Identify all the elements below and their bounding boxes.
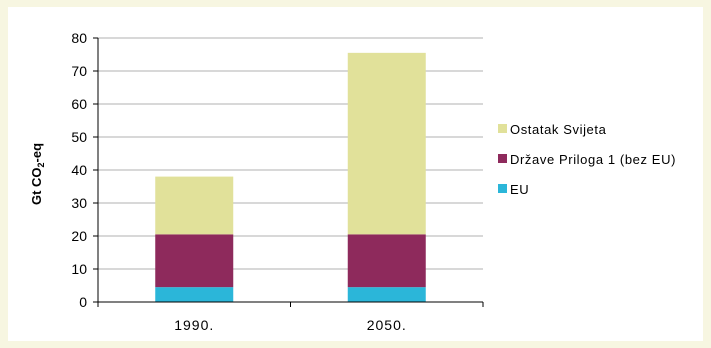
legend: Ostatak Svijeta Države Priloga 1 (bez EU)… <box>498 122 676 197</box>
y-tick-labels: 0 10 20 30 40 50 60 70 80 <box>71 30 98 310</box>
y-tick-label: 30 <box>71 195 87 211</box>
legend-label: EU <box>510 182 529 197</box>
bar-segment <box>347 52 426 235</box>
legend-swatch <box>498 184 507 193</box>
bar-segment <box>347 234 426 288</box>
x-category-label: 1990. <box>174 317 214 333</box>
chart-frame: 0 10 20 30 40 50 60 70 80 1990. 2050. Gt CO2-eq O… <box>8 7 703 341</box>
legend-swatch <box>498 124 507 133</box>
y-tick-label: 40 <box>71 162 87 178</box>
bar-segment <box>155 176 234 235</box>
y-tick-label: 0 <box>79 294 87 310</box>
y-tick-label: 50 <box>71 129 87 145</box>
x-category-labels: 1990. 2050. <box>174 317 407 333</box>
y-tick-label: 70 <box>71 63 87 79</box>
legend-label: Države Priloga 1 (bez EU) <box>510 152 676 167</box>
y-tick-label: 20 <box>71 228 87 244</box>
bars <box>155 52 426 302</box>
bar-segment <box>155 287 234 302</box>
stacked-bar-chart: 0 10 20 30 40 50 60 70 80 1990. 2050. Gt CO2-eq O… <box>29 30 676 333</box>
y-tick-label: 60 <box>71 96 87 112</box>
bar-segment <box>347 287 426 302</box>
x-category-label: 2050. <box>367 317 407 333</box>
y-tick-label: 80 <box>71 30 87 46</box>
legend-label: Ostatak Svijeta <box>510 122 607 137</box>
y-axis-label: Gt CO2-eq <box>29 143 46 205</box>
y-tick-label: 10 <box>71 261 87 277</box>
bar-segment <box>155 234 234 288</box>
legend-swatch <box>498 154 507 163</box>
